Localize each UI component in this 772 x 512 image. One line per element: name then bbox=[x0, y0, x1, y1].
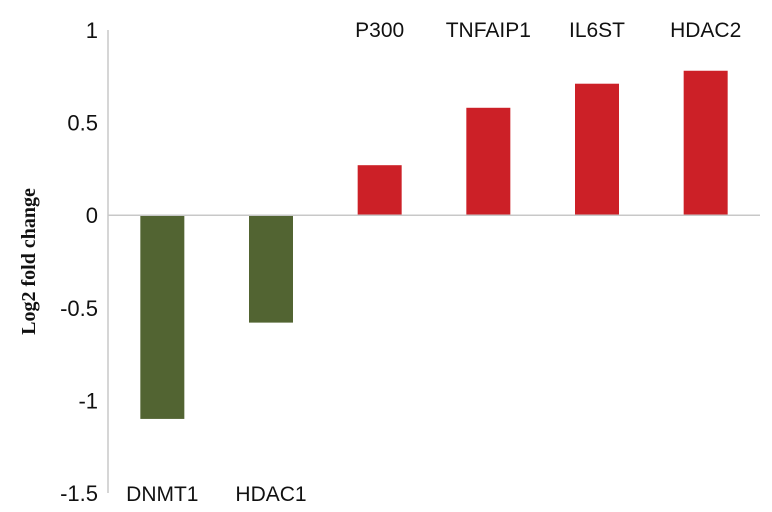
bar-p300 bbox=[357, 165, 402, 216]
y-tick-label: 0 bbox=[86, 203, 98, 228]
bar-hdac2 bbox=[683, 70, 728, 216]
bar-il6st bbox=[575, 83, 619, 216]
category-label-tnfaip1: TNFAIP1 bbox=[446, 19, 531, 42]
y-tick-label: -1 bbox=[78, 388, 98, 413]
bar-tnfaip1 bbox=[466, 107, 511, 216]
category-labels: DNMT1 HDAC1 P300 TNFAIP1 IL6ST HDAC2 bbox=[126, 19, 741, 506]
category-label-il6st: IL6ST bbox=[569, 19, 625, 42]
y-axis-title: Log2 fold change bbox=[18, 188, 40, 335]
bars bbox=[140, 70, 728, 419]
bar-dnmt1 bbox=[140, 215, 185, 419]
y-tick-label: 1 bbox=[86, 18, 98, 43]
y-tick-label: -0.5 bbox=[60, 296, 98, 321]
category-label-p300: P300 bbox=[355, 19, 404, 42]
category-label-hdac1: HDAC1 bbox=[235, 483, 306, 506]
category-label-dnmt1: DNMT1 bbox=[126, 483, 198, 506]
category-label-hdac2: HDAC2 bbox=[670, 19, 741, 42]
y-tick-label: 0.5 bbox=[67, 111, 98, 136]
y-tick-label: -1.5 bbox=[60, 481, 98, 506]
y-axis-ticks: 1 0.5 0 -0.5 -1 -1.5 bbox=[60, 18, 98, 506]
bar-hdac1 bbox=[249, 215, 293, 323]
